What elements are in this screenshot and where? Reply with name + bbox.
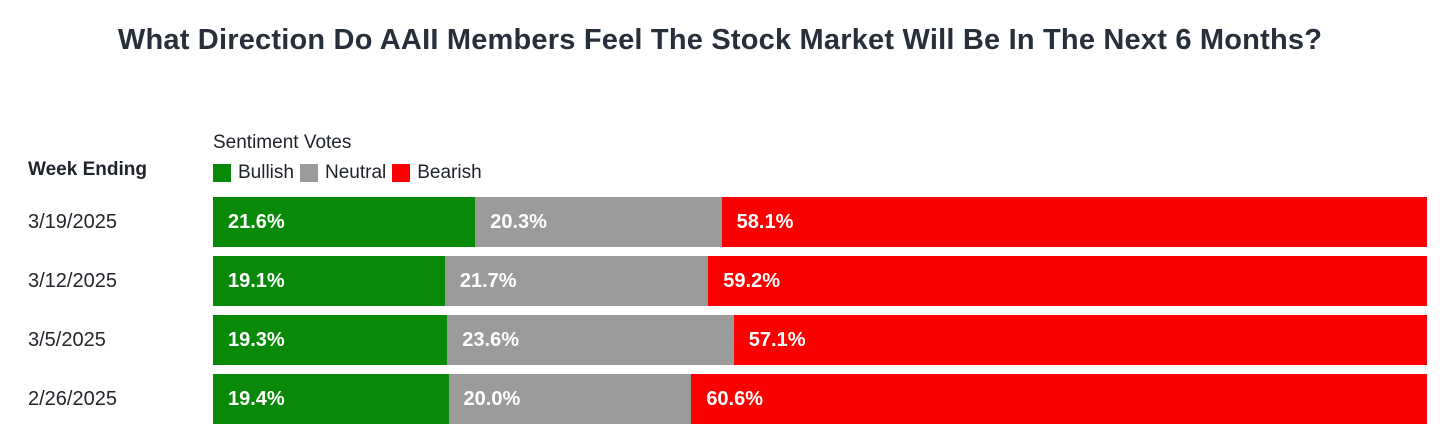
chart-row: 3/19/2025 21.6% 20.3% 58.1% (0, 197, 1427, 247)
segment-value-label: 21.7% (459, 269, 517, 292)
bar-segment-bullish: 19.1% (213, 256, 445, 306)
bar-segment-neutral: 20.0% (448, 374, 692, 424)
legend-item-bearish: Bearish (392, 162, 482, 184)
bar-segment-bearish: 57.1% (733, 315, 1427, 365)
segment-value-label: 19.3% (228, 328, 285, 351)
segment-value-label: 23.6% (462, 328, 520, 351)
legend-label-bearish: Bearish (417, 162, 482, 183)
legend-item-bullish: Bullish (213, 162, 294, 184)
bar-segment-neutral: 21.7% (444, 256, 709, 306)
stacked-bar: 19.4% 20.0% 60.6% (213, 374, 1427, 424)
bar-rows: 3/19/2025 21.6% 20.3% 58.1% 3/12/2025 19… (0, 197, 1427, 424)
row-label-date: 3/5/2025 (28, 328, 106, 351)
segment-value-label: 59.2% (723, 269, 781, 292)
segment-value-label: 21.6% (228, 210, 285, 233)
legend-title: Sentiment Votes (213, 132, 352, 153)
bar-segment-neutral: 23.6% (447, 315, 734, 365)
legend-swatch-neutral-icon (299, 164, 318, 182)
row-label-date: 2/26/2025 (28, 387, 117, 410)
segment-value-label: 20.0% (463, 387, 521, 410)
row-label-date: 3/12/2025 (28, 269, 117, 292)
chart-row: 3/5/2025 19.3% 23.6% 57.1% (0, 315, 1427, 365)
legend-swatch-bullish-icon (213, 164, 231, 182)
stacked-bar: 21.6% 20.3% 58.1% (213, 197, 1427, 247)
bar-segment-bullish: 21.6% (213, 197, 476, 247)
segment-value-label: 57.1% (748, 328, 806, 351)
bar-segment-bearish: 60.6% (691, 374, 1427, 424)
segment-value-label: 60.6% (706, 387, 764, 410)
legend-item-neutral: Neutral (299, 162, 387, 184)
stacked-bar: 19.3% 23.6% 57.1% (213, 315, 1427, 365)
chart-row: 2/26/2025 19.4% 20.0% 60.6% (0, 374, 1427, 424)
chart-title: What Direction Do AAII Members Feel The … (117, 24, 1323, 56)
segment-value-label: 58.1% (736, 210, 794, 233)
bar-segment-bearish: 59.2% (708, 256, 1427, 306)
legend: Bullish Neutral Bearish (213, 162, 482, 184)
stacked-bar: 19.1% 21.7% 59.2% (213, 256, 1427, 306)
legend-label-bullish: Bullish (238, 162, 294, 183)
bar-segment-bullish: 19.4% (213, 374, 449, 424)
segment-value-label: 20.3% (490, 210, 547, 233)
legend-label-neutral: Neutral (324, 162, 387, 183)
bar-segment-bearish: 58.1% (721, 197, 1427, 247)
bar-segment-bullish: 19.3% (213, 315, 448, 365)
row-label-date: 3/19/2025 (28, 210, 117, 233)
segment-value-label: 19.1% (228, 269, 285, 292)
chart-row: 3/12/2025 19.1% 21.7% 59.2% (0, 256, 1427, 306)
legend-swatch-bearish-icon (392, 164, 411, 182)
row-axis-header: Week Ending (28, 159, 147, 180)
segment-value-label: 19.4% (228, 387, 285, 410)
bar-segment-neutral: 20.3% (475, 197, 722, 247)
